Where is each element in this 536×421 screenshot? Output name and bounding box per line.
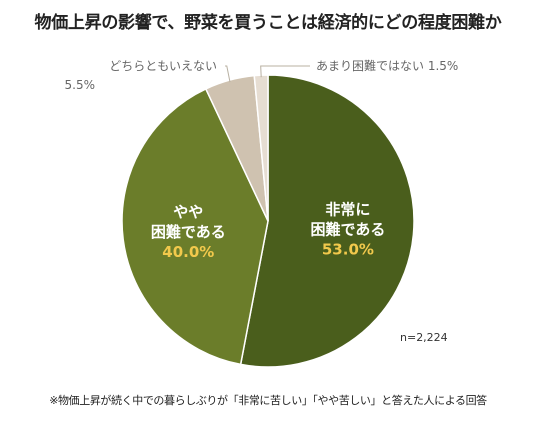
pie-slices [121, 74, 415, 368]
slice-value-1: 53.0% [322, 241, 374, 259]
outside-label-3-line-1: どちらともいえない [109, 59, 217, 73]
outside-label-4-line-1: あまり困難ではない 1.5% [316, 58, 458, 73]
outside-label-3-line-2: 5.5% [65, 78, 96, 92]
slice-label-2-line-2: 困難である [151, 223, 226, 241]
pie-slice-1 [239, 74, 415, 368]
leader-lines [225, 65, 310, 83]
slice-label-1-line-1: 非常に [325, 201, 370, 219]
slice-label-1-line-2: 困難である [310, 221, 385, 239]
chart-title: 物価上昇の影響で、野菜を買うことは経済的にどの程度困難か [34, 13, 502, 33]
slice-label-2-line-1: やや [173, 203, 203, 221]
leader-line-3 [225, 65, 231, 83]
pie-slice-2 [121, 87, 269, 366]
footnote: ※物価上昇が続く中での暮らしぶりが「非常に苦しい」「やや苦しい」と答えた人による… [49, 394, 487, 407]
leader-line-4 [260, 65, 310, 78]
slice-value-2: 40.0% [162, 243, 214, 261]
sample-size: n=2,224 [400, 331, 448, 344]
